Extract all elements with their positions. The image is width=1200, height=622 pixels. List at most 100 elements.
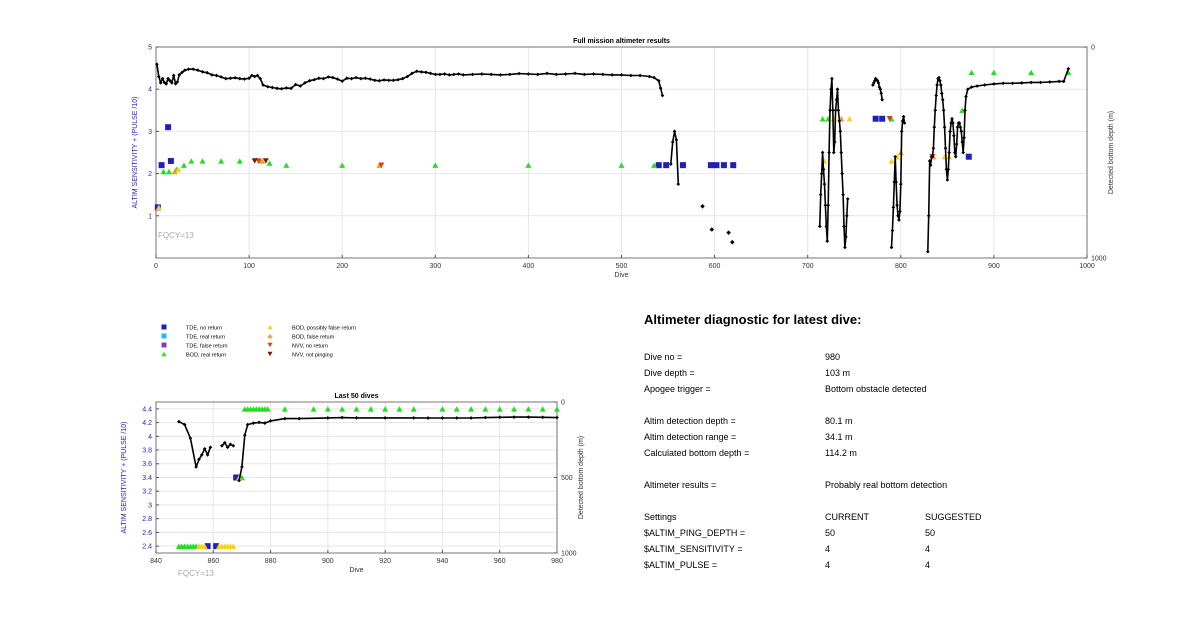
detection-depth-row: Altim detection depth = 80.1 m — [644, 413, 1064, 429]
depth-point — [312, 77, 317, 82]
y-tick-label: 4.2 — [142, 420, 152, 427]
legend-item: TDE, false return — [161, 342, 228, 350]
marker-bod-real-return — [651, 162, 658, 168]
depth-point — [252, 74, 257, 79]
marker-bod-real-return — [188, 158, 195, 164]
depth-point — [962, 135, 966, 140]
depth-point — [214, 73, 219, 78]
marker-bod-real-return — [353, 406, 360, 412]
marker-bod-real-return — [539, 406, 546, 412]
altimeter-markers — [175, 406, 560, 550]
legend-label: BOD, real return — [186, 353, 226, 359]
setting-suggested: 50 — [925, 528, 936, 538]
marker-bod-real-return — [339, 162, 346, 168]
depth-point — [307, 78, 312, 83]
depth-point — [447, 73, 452, 77]
depth-point — [498, 73, 503, 77]
depth-point — [489, 72, 493, 77]
dive-depth-value: 103 m — [825, 368, 851, 378]
marker-bod-real-return — [990, 69, 997, 76]
depth-point — [939, 91, 944, 96]
marker-bod-real-return — [554, 406, 560, 412]
depth-point — [935, 83, 939, 87]
marker-bod-real-return — [266, 160, 273, 166]
depth-point — [255, 73, 260, 78]
detection-depth-label: Altim detection depth = — [644, 416, 736, 426]
setting-row-sensitivity: $ALTIM_SENSITIVITY = 4 4 — [644, 541, 1064, 557]
depth-point — [831, 150, 836, 155]
depth-point — [901, 114, 906, 119]
depth-point — [428, 71, 433, 76]
marker-bod-real-return — [525, 162, 532, 168]
depth-point — [483, 415, 488, 420]
depth-point — [456, 72, 461, 76]
marker-nvv-no-return — [378, 162, 385, 168]
marker-tde-no-return — [720, 162, 727, 169]
marker-nvv-no-return — [886, 116, 893, 122]
apogee-trigger-label: Apogee trigger = — [644, 384, 711, 394]
marker-bod-real-return — [166, 168, 173, 175]
marker-tde-no-return — [167, 157, 174, 164]
depth-point — [982, 83, 987, 87]
depth-point — [931, 146, 936, 151]
y-tick-label: 2.6 — [142, 530, 152, 537]
depth-point — [830, 76, 834, 81]
marker-bod-real-return — [339, 406, 346, 412]
marker-tde-no-return — [879, 115, 886, 122]
legend-label: BOD, false return — [292, 335, 335, 341]
marker-bod-real-return — [439, 406, 446, 412]
depth-point — [438, 72, 442, 77]
depth-point — [251, 421, 256, 425]
detection-depth-value: 80.1 m — [825, 416, 853, 426]
depth-point — [1057, 79, 1061, 84]
marker-tde-no-return — [707, 162, 714, 169]
depth-point — [840, 171, 844, 176]
depth-point — [669, 162, 673, 166]
legend-item: BOD, false return — [267, 333, 335, 341]
y2-axis-label: Detected bottom depth (m) — [1108, 111, 1115, 194]
depth-line — [156, 64, 664, 96]
depth-point — [242, 77, 247, 81]
depth-point — [647, 74, 652, 79]
marker-bod-real-return — [382, 406, 389, 412]
depth-point — [250, 73, 254, 78]
current-header: CURRENT — [825, 512, 869, 522]
last-50-dives-chart: 840 860 880 900 920 940 960 980 2.4 2.6 2.8 3 3.2 3.4… — [121, 393, 585, 578]
y-tick-label: 2 — [148, 171, 152, 178]
depth-point — [844, 213, 849, 218]
marker-tde-no-return — [655, 162, 662, 169]
legend-item: BOD, possibly false return — [267, 324, 356, 332]
depth-point — [898, 209, 902, 214]
setting-suggested: 4 — [925, 560, 931, 570]
depth-point — [411, 416, 416, 420]
x-tick-label: 200 — [336, 263, 348, 270]
depth-point — [898, 182, 903, 186]
marker-bod-false-return — [171, 168, 178, 175]
depth-point — [676, 182, 681, 186]
depth-point — [1047, 80, 1052, 84]
y-tick-label: 3.4 — [142, 475, 152, 482]
x-tick-label: 1000 — [1079, 263, 1095, 270]
marker-bod-possibly-false — [155, 204, 162, 211]
depth-point — [554, 72, 559, 77]
calculated-depth-row: Calculated bottom depth = 114.2 m — [644, 445, 1064, 461]
depth-point — [169, 81, 174, 85]
depth-point — [382, 78, 386, 82]
depth-series — [155, 62, 1071, 254]
x-tick-label: 980 — [551, 558, 563, 565]
marker-bod-real-return — [511, 406, 518, 412]
depth-point — [842, 224, 846, 229]
depth-point — [948, 129, 952, 134]
depth-point — [237, 76, 242, 81]
depth-point — [818, 192, 823, 197]
x-tick-label: 600 — [709, 263, 721, 270]
marker-bod-real-return — [410, 406, 417, 412]
marker-bod-real-return — [496, 406, 503, 412]
fqcy-annotation: FQCY=13 — [178, 569, 214, 578]
marker-tde-no-return — [730, 162, 737, 169]
depth-point — [424, 70, 428, 75]
marker-tde-no-return — [679, 162, 686, 169]
depth-point — [507, 72, 512, 77]
depth-point — [582, 72, 587, 77]
y2-tick-label: 0 — [1091, 44, 1095, 51]
